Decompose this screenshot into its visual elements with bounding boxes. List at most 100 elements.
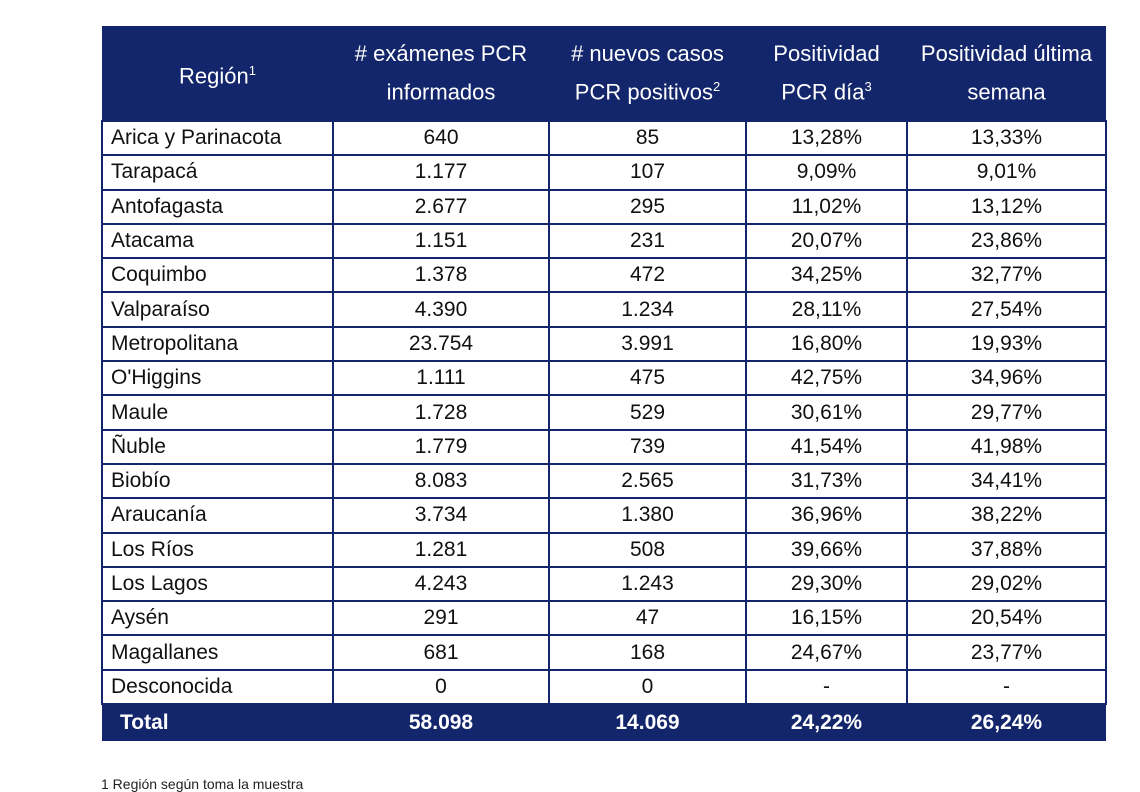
table-row: Metropolitana 23.754 3.991 16,80% 19,93% [101,325,1107,363]
value-cell: 472 [548,257,747,294]
value-cell: 168 [548,634,747,671]
value-cell: 29,30% [745,565,908,603]
value-cell: 20,54% [906,600,1107,637]
value-cell: 16,80% [745,325,908,363]
region-cell: Aysén [101,600,334,637]
region-cell: Magallanes [101,634,334,671]
table-row: Antofagasta 2.677 295 11,02% 13,12% [101,188,1107,225]
value-cell: 3.734 [332,497,550,534]
value-cell: 42,75% [745,360,908,397]
value-cell: 28,11% [745,291,908,328]
value-cell: 19,93% [906,325,1107,363]
table-row: Coquimbo 1.378 472 34,25% 32,77% [101,257,1107,294]
value-cell: 34,96% [906,360,1107,397]
value-cell: 34,41% [906,462,1107,500]
value-cell: 1.378 [332,257,550,294]
value-cell: 2.677 [332,188,550,225]
value-cell: 24,67% [745,634,908,671]
value-cell: 1.151 [332,222,550,260]
table-row: Atacama 1.151 231 20,07% 23,86% [101,222,1107,260]
footnote-marker: 3 [864,79,872,95]
region-cell: Metropolitana [101,325,334,363]
region-cell: Maule [101,394,334,431]
region-cell: Biobío [101,462,334,500]
value-cell: 0 [548,668,747,706]
value-cell: 9,09% [745,154,908,191]
region-cell: Antofagasta [101,188,334,225]
header-label: # nuevos casos PCR positivos [571,41,724,105]
value-cell: 13,33% [906,119,1107,157]
region-cell: Araucanía [101,497,334,534]
value-cell: 85 [548,119,747,157]
total-value: 26,24% [907,704,1106,742]
value-cell: 41,98% [906,428,1107,465]
table-row: Los Lagos 4.243 1.243 29,30% 29,02% [101,565,1107,603]
header-label: # exámenes PCR informados [354,41,528,105]
column-header: Positividad PCR día3 [746,26,907,121]
region-cell: Ñuble [101,428,334,465]
value-cell: 16,15% [745,600,908,637]
value-cell: 9,01% [906,154,1107,191]
value-cell: 475 [548,360,747,397]
header-label: Región [179,63,249,89]
value-cell: 1.243 [548,565,747,603]
table-row: Magallanes 681 168 24,67% 23,77% [101,634,1107,671]
table-row: Arica y Parinacota 640 85 13,28% 13,33% [101,119,1107,157]
column-header: Positividad última semana [907,26,1106,121]
value-cell: 32,77% [906,257,1107,294]
table-row: Ñuble 1.779 739 41,54% 41,98% [101,428,1107,465]
value-cell: 640 [332,119,550,157]
region-cell: Coquimbo [101,257,334,294]
footnote: 1 Región según toma la muestra [101,776,304,792]
value-cell: 23.754 [332,325,550,363]
value-cell: 291 [332,600,550,637]
value-cell: 508 [548,531,747,568]
header-label: Positividad PCR día [773,41,880,105]
region-cell: Los Ríos [101,531,334,568]
table-row: Desconocida 0 0- - [101,668,1107,706]
value-cell: 0 [332,668,550,706]
value-cell: 3.991 [548,325,747,363]
value-cell: 30,61% [745,394,908,431]
value-cell: - [906,668,1107,706]
footnote-marker: 2 [712,79,721,95]
header-label: Positividad última semana [920,41,1093,105]
value-cell: 1.779 [332,428,550,465]
total-value: 14.069 [549,704,746,742]
value-cell: 41,54% [745,428,908,465]
table-row: Biobío 8.083 2.565 31,73% 34,41% [101,462,1107,500]
value-cell: 23,86% [906,222,1107,260]
column-header: Región1 [102,26,333,121]
region-cell: Los Lagos [101,565,334,603]
value-cell: 47 [548,600,747,637]
value-cell: 1.111 [332,360,550,397]
value-cell: - [745,668,908,706]
total-row: Total 58.098 14.069 24,22% 26,24% [102,704,1106,742]
value-cell: 1.281 [332,531,550,568]
value-cell: 27,54% [906,291,1107,328]
value-cell: 4.243 [332,565,550,603]
value-cell: 13,28% [745,119,908,157]
value-cell: 13,12% [906,188,1107,225]
header-row: Región1 # exámenes PCR informados # nuevos… [102,26,1106,121]
total-value: 24,22% [746,704,907,742]
table-row: O'Higgins 1.111 475 42,75% 34,96% [101,360,1107,397]
table-row: Araucanía 3.734 1.380 36,96% 38,22% [101,497,1107,534]
table-row: Aysén 291 47 16,15% 20,54% [101,600,1107,637]
total-label: Total [102,704,333,742]
table-row: Maule 1.728 529 30,61% 29,77% [101,394,1107,431]
value-cell: 31,73% [745,462,908,500]
column-header: # exámenes PCR informados [333,26,549,121]
value-cell: 1.234 [548,291,747,328]
value-cell: 529 [548,394,747,431]
value-cell: 295 [548,188,747,225]
value-cell: 1.177 [332,154,550,191]
value-cell: 39,66% [745,531,908,568]
region-cell: Valparaíso [101,291,334,328]
value-cell: 36,96% [745,497,908,534]
footnote-marker: 1 [248,62,256,78]
value-cell: 29,02% [906,565,1107,603]
value-cell: 37,88% [906,531,1107,568]
value-cell: 11,02% [745,188,908,225]
value-cell: 29,77% [906,394,1107,431]
